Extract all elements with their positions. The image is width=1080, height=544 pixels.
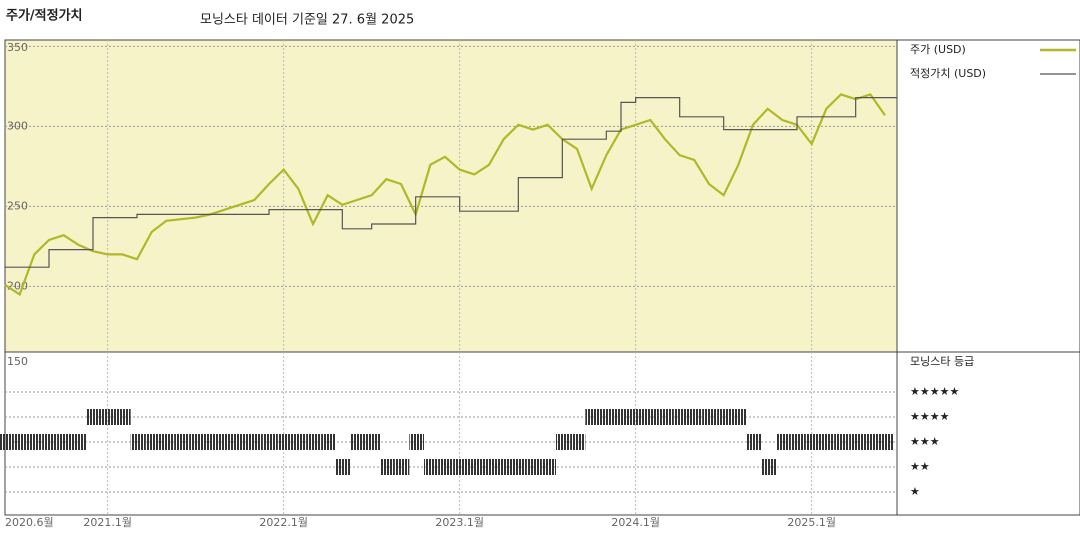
- rating-bar: [145, 434, 160, 450]
- chart-subtitle: 모닝스타 데이터 기준일 27. 6월 2025: [200, 13, 414, 28]
- rating-bar: [0, 434, 14, 450]
- rating-bar: [292, 434, 307, 450]
- rating-bar: [614, 409, 630, 425]
- rating-bar: [482, 459, 498, 475]
- rating-bar: [394, 459, 410, 475]
- rating-bar: [526, 459, 542, 475]
- rating-bar: [101, 409, 116, 425]
- rating-label: ★: [910, 485, 920, 498]
- rating-label: ★★★★: [910, 410, 950, 423]
- rating-bar: [805, 434, 820, 450]
- rating-bar: [336, 459, 351, 475]
- x-tick-label: 2022.1월: [259, 516, 308, 529]
- rating-bar: [233, 434, 248, 450]
- rating-bar: [189, 434, 204, 450]
- frame: [4, 39, 1080, 516]
- rating-bar: [585, 409, 600, 425]
- rating-bar: [204, 434, 219, 450]
- plot-area: [5, 40, 897, 352]
- rating-bar: [878, 434, 894, 450]
- x-tick-label: 2021.1월: [83, 516, 132, 529]
- rating-bar: [673, 409, 688, 425]
- rating-bar: [688, 409, 703, 425]
- rating-bar: [761, 459, 776, 475]
- rating-bar: [306, 434, 322, 450]
- rating-bar: [365, 434, 380, 450]
- rating-bar: [658, 409, 674, 425]
- series-line: [4, 93, 886, 297]
- rating-bar: [834, 434, 850, 450]
- y-tick-label: 250: [7, 199, 28, 212]
- rating-bar: [732, 409, 747, 425]
- rating-bar: [72, 434, 87, 450]
- x-tick-label: 2023.1월: [435, 516, 484, 529]
- y-tick-label: 150: [7, 355, 28, 368]
- x-tick-label: 2020.6월: [5, 516, 54, 529]
- y-tick-label: 300: [7, 119, 28, 132]
- rating-bar: [864, 434, 879, 450]
- rating-bar: [644, 409, 659, 425]
- rating-bar: [130, 434, 146, 450]
- rating-label: ★★★★★: [910, 385, 959, 398]
- x-tick-label: 2024.1월: [611, 516, 660, 529]
- rating-bar: [629, 409, 644, 425]
- rating-bar: [174, 434, 190, 450]
- rating-bar: [277, 434, 292, 450]
- rating-bar: [248, 434, 263, 450]
- rating-bar: [438, 459, 454, 475]
- rating-bar: [776, 434, 791, 450]
- rating-bar: [13, 434, 28, 450]
- rating-bar: [42, 434, 58, 450]
- y-tick-label: 350: [7, 41, 28, 54]
- rating-bar: [497, 459, 512, 475]
- rating-bar: [453, 459, 468, 475]
- rating-bar: [600, 409, 615, 425]
- rating-bar: [820, 434, 835, 450]
- rating-bar: [468, 459, 483, 475]
- rating-bar: [556, 434, 571, 450]
- rating-bar: [746, 434, 762, 450]
- rating-bar: [218, 434, 234, 450]
- rating-bar: [321, 434, 336, 450]
- rating-bar: [160, 434, 175, 450]
- rating-bar: [849, 434, 864, 450]
- rating-bar: [86, 409, 102, 425]
- rating-title: 모닝스타 등급: [910, 355, 974, 368]
- rating-bar: [570, 434, 586, 450]
- rating-bar: [541, 459, 556, 475]
- rating-label: ★★★: [910, 435, 940, 448]
- rating-bar: [424, 459, 439, 475]
- series-line: [5, 97, 897, 268]
- rating-bar: [790, 434, 806, 450]
- legend-label: 적정가치 (USD): [910, 67, 986, 80]
- rating-bar: [262, 434, 278, 450]
- rating-label: ★★: [910, 460, 930, 473]
- rating-bar: [350, 434, 366, 450]
- legend-label: 주가 (USD): [910, 43, 966, 56]
- chart-title: 주가/적정가치: [6, 8, 83, 24]
- rating-bar: [380, 459, 395, 475]
- rating-bar: [409, 434, 424, 450]
- rating-bar: [717, 409, 732, 425]
- rating-bar: [702, 409, 718, 425]
- rating-bar: [28, 434, 43, 450]
- rating-bar: [512, 459, 527, 475]
- rating-bar: [57, 434, 72, 450]
- rating-bar: [116, 409, 131, 425]
- x-tick-label: 2025.1월: [787, 516, 836, 529]
